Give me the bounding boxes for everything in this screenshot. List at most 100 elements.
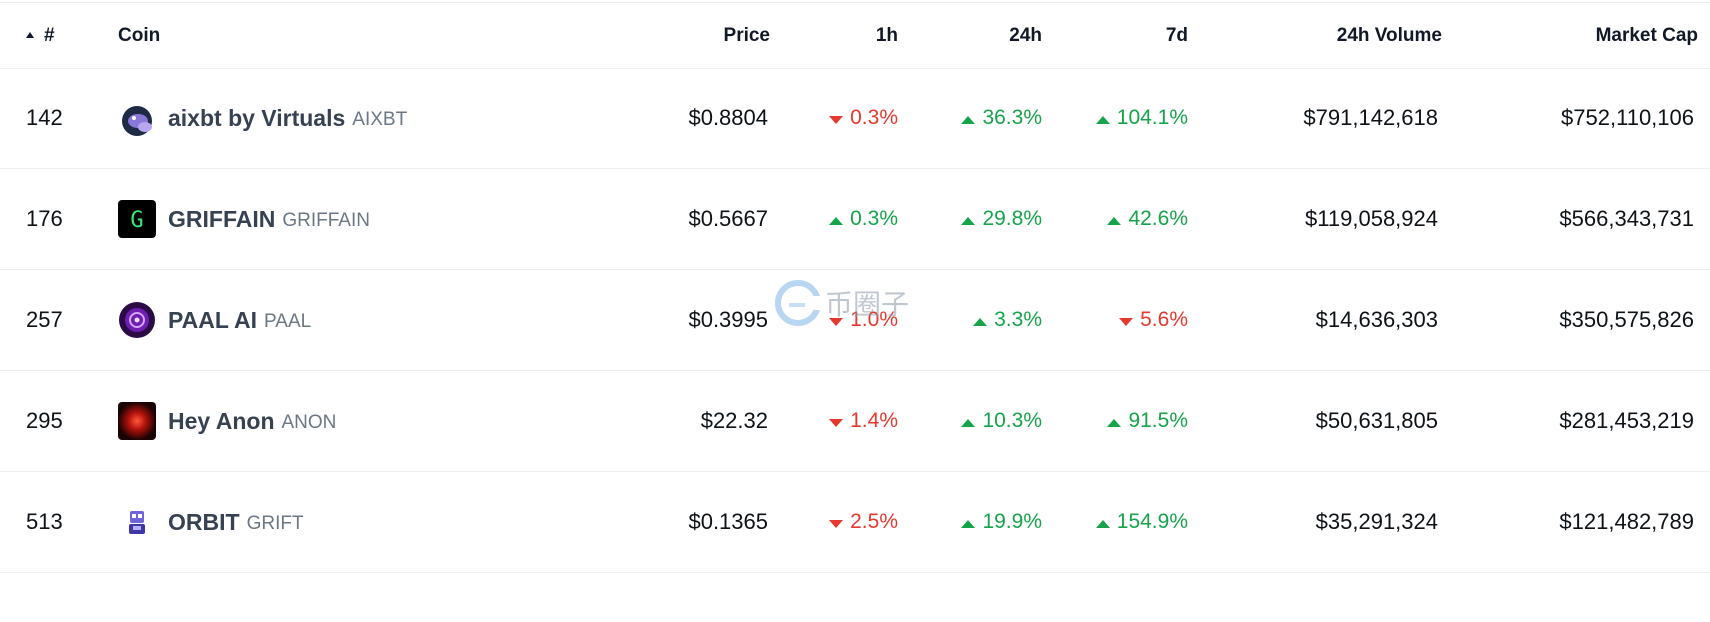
coin-name[interactable]: GRIFFAIN bbox=[168, 205, 276, 232]
coin-cell[interactable]: aixbt by Virtuals AIXBT bbox=[118, 68, 618, 168]
coin-symbol: GRIFT bbox=[246, 512, 304, 534]
svg-text:G: G bbox=[130, 208, 143, 233]
change-24h-header[interactable]: 24h bbox=[1009, 24, 1042, 46]
volume-cell: $50,631,805 bbox=[1315, 408, 1438, 433]
coin-name[interactable]: PAAL AI bbox=[168, 306, 258, 333]
market-cap-cell: $350,575,826 bbox=[1559, 307, 1694, 332]
rank-cell: 257 bbox=[26, 307, 63, 332]
change-7d-cell: 104.1% bbox=[1050, 68, 1188, 168]
coin-name[interactable]: aixbt by Virtuals bbox=[168, 104, 346, 131]
coin-name[interactable]: Hey Anon bbox=[168, 407, 275, 434]
change-24h-cell-value: 3.3% bbox=[994, 308, 1042, 331]
price-cell: $0.8804 bbox=[688, 105, 768, 130]
table-row[interactable]: 176 G GRIFFAIN GRIFFAIN $0.5667 0.3% 29.8% 42.6… bbox=[0, 169, 1710, 270]
change-7d-cell: 5.6% bbox=[1050, 270, 1188, 370]
market-cap-header[interactable]: Market Cap bbox=[1595, 24, 1698, 46]
rank-header[interactable]: # bbox=[26, 3, 96, 68]
change-1h-cell-value: 0.3% bbox=[850, 207, 898, 230]
change-24h-cell: 3.3% bbox=[910, 270, 1042, 370]
change-24h-cell: 10.3% bbox=[910, 371, 1042, 471]
change-1h-cell: 2.5% bbox=[780, 472, 898, 572]
volume-cell: $119,058,924 bbox=[1305, 206, 1438, 231]
change-24h-cell-value: 29.8% bbox=[982, 207, 1042, 230]
caret-up-icon bbox=[1107, 217, 1122, 225]
rank-cell: 142 bbox=[26, 105, 63, 130]
sort-ascending-icon[interactable] bbox=[26, 31, 34, 38]
caret-up-icon bbox=[973, 318, 988, 326]
table-row[interactable]: 142 aixbt by Virtuals AIXBT $0.8804 0.3% 36.3… bbox=[0, 68, 1710, 169]
market-cap-cell: $566,343,731 bbox=[1559, 206, 1694, 231]
caret-up-icon bbox=[961, 520, 976, 528]
orbit-logo-icon[interactable] bbox=[118, 503, 156, 541]
table-header: # Coin Price 1h 24h 7d 24h Volume Market… bbox=[0, 3, 1710, 69]
coin-symbol: ANON bbox=[281, 411, 337, 433]
price-header[interactable]: Price bbox=[723, 24, 770, 46]
change-1h-cell-value: 1.4% bbox=[850, 409, 898, 432]
aixbt-logo-icon[interactable] bbox=[118, 99, 156, 137]
paal-logo-icon[interactable] bbox=[118, 301, 156, 339]
change-1h-cell-value: 2.5% bbox=[850, 510, 898, 533]
market-cap-cell: $752,110,106 bbox=[1561, 105, 1694, 130]
caret-up-icon bbox=[1095, 116, 1110, 124]
change-7d-cell: 154.9% bbox=[1050, 472, 1188, 572]
table-row[interactable]: 513 ORBIT GRIFT $0.1365 2.5% 19.9% 154.9% $35,2… bbox=[0, 472, 1710, 573]
change-7d-cell-value: 104.1% bbox=[1116, 106, 1188, 129]
price-cell: $22.32 bbox=[700, 408, 768, 433]
change-7d-cell-value: 154.9% bbox=[1116, 510, 1188, 533]
volume-cell: $14,636,303 bbox=[1315, 307, 1438, 332]
market-cap-cell: $281,453,219 bbox=[1559, 408, 1694, 433]
change-24h-cell: 29.8% bbox=[910, 169, 1042, 269]
change-7d-cell-value: 5.6% bbox=[1140, 308, 1188, 331]
caret-up-icon bbox=[961, 419, 976, 427]
coin-symbol: PAAL bbox=[264, 310, 312, 332]
change-24h-cell-value: 10.3% bbox=[982, 409, 1042, 432]
rank-cell: 176 bbox=[26, 206, 63, 231]
change-24h-cell-value: 36.3% bbox=[982, 106, 1042, 129]
change-24h-cell: 36.3% bbox=[910, 68, 1042, 168]
caret-down-icon bbox=[829, 116, 844, 124]
coin-cell[interactable]: G GRIFFAIN GRIFFAIN bbox=[118, 169, 618, 269]
change-7d-cell: 42.6% bbox=[1050, 169, 1188, 269]
change-24h-cell-value: 19.9% bbox=[982, 510, 1042, 533]
change-7d-cell: 91.5% bbox=[1050, 371, 1188, 471]
coin-symbol: AIXBT bbox=[352, 108, 408, 130]
volume-cell: $35,291,324 bbox=[1315, 509, 1438, 534]
change-1h-cell: 0.3% bbox=[780, 68, 898, 168]
rank-cell: 295 bbox=[26, 408, 63, 433]
change-7d-header[interactable]: 7d bbox=[1165, 24, 1188, 46]
caret-up-icon bbox=[961, 116, 976, 124]
caret-down-icon bbox=[829, 419, 844, 427]
divider bbox=[0, 2, 1710, 3]
change-24h-cell: 19.9% bbox=[910, 472, 1042, 572]
price-cell: $0.5667 bbox=[688, 206, 768, 231]
caret-up-icon bbox=[1107, 419, 1122, 427]
caret-down-icon bbox=[1119, 318, 1134, 326]
caret-up-icon bbox=[961, 217, 976, 225]
change-1h-cell-value: 0.3% bbox=[850, 106, 898, 129]
volume-cell: $791,142,618 bbox=[1303, 105, 1438, 130]
caret-up-icon bbox=[1095, 520, 1110, 528]
table-row[interactable]: 257 PAAL AI PAAL $0.3995 1.0% 3.3% 5.6% $14,636… bbox=[0, 270, 1710, 371]
coin-cell[interactable]: Hey Anon ANON bbox=[118, 371, 618, 471]
coin-header[interactable]: Coin bbox=[118, 24, 161, 46]
caret-up-icon bbox=[829, 217, 844, 225]
change-1h-header[interactable]: 1h bbox=[875, 24, 898, 46]
table-row[interactable]: 295 Hey Anon ANON $22.32 1.4% 10.3% 91.5% $50,6… bbox=[0, 371, 1710, 472]
coin-cell[interactable]: ORBIT GRIFT bbox=[118, 472, 618, 572]
price-cell: $0.3995 bbox=[688, 307, 768, 332]
price-cell: $0.1365 bbox=[688, 509, 768, 534]
rank-cell: 513 bbox=[26, 509, 63, 534]
market-cap-cell: $121,482,789 bbox=[1559, 509, 1694, 534]
anon-logo-icon[interactable] bbox=[118, 402, 156, 440]
coin-symbol: GRIFFAIN bbox=[282, 209, 370, 231]
change-1h-cell: 1.0% bbox=[780, 270, 898, 370]
caret-down-icon bbox=[829, 520, 844, 528]
caret-down-icon bbox=[829, 318, 844, 326]
change-1h-cell-value: 1.0% bbox=[850, 308, 898, 331]
change-7d-cell-value: 42.6% bbox=[1128, 207, 1188, 230]
volume-header[interactable]: 24h Volume bbox=[1336, 24, 1442, 46]
coin-cell[interactable]: PAAL AI PAAL bbox=[118, 270, 618, 370]
coin-name[interactable]: ORBIT bbox=[168, 508, 240, 535]
change-1h-cell: 0.3% bbox=[780, 169, 898, 269]
griffain-logo-icon[interactable]: G bbox=[118, 200, 156, 238]
